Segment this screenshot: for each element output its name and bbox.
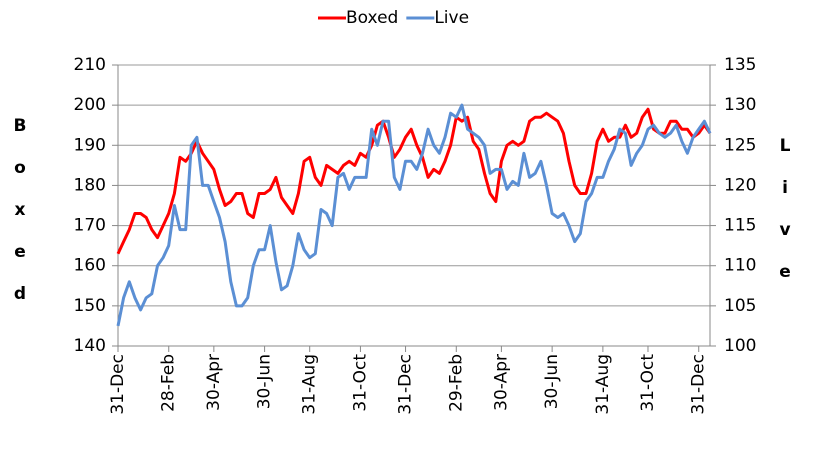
x-tick-label: 30-Jun [542, 354, 562, 409]
x-tick-label: 31-Oct [638, 354, 658, 412]
y2-tick-label: 130 [724, 95, 756, 115]
y-tick-label: 180 [74, 175, 106, 195]
legend-label: Boxed [346, 8, 398, 28]
y-tick-label: 190 [74, 135, 106, 155]
x-tick-label: 31-Aug [593, 354, 613, 415]
x-tick-label: 31-Oct [350, 354, 370, 412]
y2-tick-label: 115 [724, 216, 756, 236]
x-tick-label: 31-Dec [396, 354, 416, 415]
y-tick-label: 140 [74, 336, 106, 356]
x-tick-label: 30-Apr [491, 354, 511, 411]
y2-tick-label: 105 [724, 296, 756, 316]
y2-tick-label: 120 [724, 175, 756, 195]
x-tick-label: 29-Feb [446, 354, 466, 412]
y2-tick-label: 100 [724, 336, 756, 356]
series-line [116, 103, 712, 327]
x-tick-label: 30-Jun [255, 354, 275, 409]
x-tick-label: 31-Dec [108, 354, 128, 415]
y2-tick-label: 125 [724, 135, 756, 155]
x-tick-label: 28-Feb [159, 354, 179, 412]
x-tick-label: 31-Dec [689, 354, 709, 415]
series-line [116, 107, 712, 255]
y2-tick-label: 110 [724, 256, 756, 276]
y2-axis-label: Live [775, 136, 795, 304]
x-tick-label: 30-Apr [204, 354, 224, 411]
y-tick-label: 170 [74, 216, 106, 236]
y-tick-label: 160 [74, 256, 106, 276]
y-tick-label: 200 [74, 95, 106, 115]
legend-label: Live [434, 8, 469, 28]
y-tick-label: 150 [74, 296, 106, 316]
y-tick-label: 210 [74, 55, 106, 75]
y2-tick-label: 135 [724, 55, 756, 75]
x-tick-label: 31-Aug [300, 354, 320, 415]
y-axis-label: Boxed [10, 116, 30, 326]
